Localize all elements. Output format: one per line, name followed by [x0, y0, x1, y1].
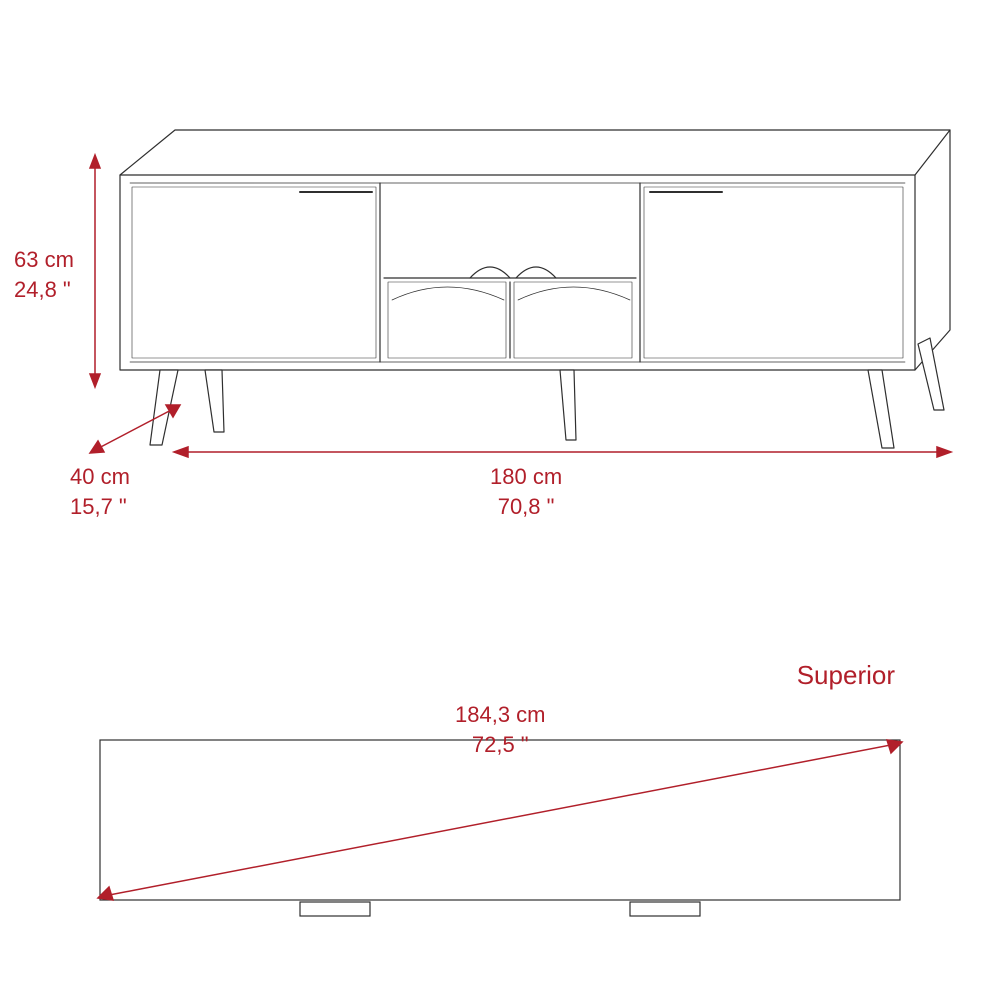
perspective-drawing — [0, 0, 1000, 520]
depth-in: 15,7 " — [70, 492, 130, 522]
width-label: 180 cm 70,8 " — [490, 462, 562, 521]
depth-label: 40 cm 15,7 " — [70, 462, 130, 521]
diagonal-in: 72,5 " — [455, 730, 546, 760]
width-in: 70,8 " — [490, 492, 562, 522]
width-cm: 180 cm — [490, 462, 562, 492]
height-label: 63 cm 24,8 " — [14, 245, 74, 304]
height-cm: 63 cm — [14, 245, 74, 275]
diagonal-label: 184,3 cm 72,5 " — [455, 700, 546, 759]
diagonal-cm: 184,3 cm — [455, 700, 546, 730]
height-in: 24,8 " — [14, 275, 74, 305]
depth-cm: 40 cm — [70, 462, 130, 492]
diagram-stage: 63 cm 24,8 " 40 cm 15,7 " 180 cm 70,8 " … — [0, 0, 1000, 1000]
